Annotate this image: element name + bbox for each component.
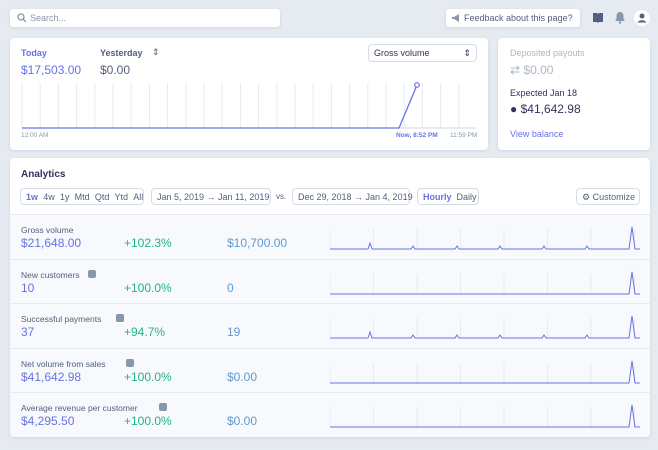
metric-previous: 19 [227,325,241,340]
metric-previous: $0.00 [227,414,258,429]
metric-row[interactable]: Gross volume $21,648.00 +102.3% $10,700.00 [10,214,650,259]
notifications-icon[interactable] [614,11,626,24]
info-icon [125,358,134,367]
range-option[interactable]: Qtd [94,192,110,202]
axis-now: Now, 8:52 PM [396,132,438,139]
customize-button[interactable]: ⚙ Customize [576,188,640,205]
metric-label: New customers [21,269,80,280]
metric-row[interactable]: New customers 10 +100.0% 0 [10,258,650,304]
yesterday-label[interactable]: Yesterday [100,48,143,58]
vs-label: vs. [276,192,287,201]
axis-end: 11:59 PM [450,132,478,139]
metric-change: +100.0% [124,280,172,295]
metric-previous: $10,700.00 [227,236,288,250]
sparkline [330,226,640,250]
range-option[interactable]: 4w [43,192,55,202]
spark-line [330,271,640,295]
metric-previous: 0 [227,280,234,295]
expected-label: Expected Jan 18 [510,88,578,98]
range-option[interactable]: All [133,192,144,202]
search-placeholder: Search... [30,13,67,23]
date-range[interactable]: Jan 5, 2019 → Jan 11, 2019 [151,188,271,205]
today-value: $17,503.00 [21,63,82,77]
select-arrows: ⇕ [463,48,471,58]
view-balance-link[interactable]: View balance [510,129,564,139]
metric-change: +94.7% [124,325,166,340]
metric-row[interactable]: Net volume from sales $41,642.98 +100.0% $0… [10,347,650,393]
metric-select-text: Gross volume [374,48,430,58]
range-option[interactable]: Mtd [74,192,90,202]
now-dot [414,82,420,88]
yesterday-toggle[interactable]: ⇕ [152,47,160,57]
account-icon[interactable] [634,10,650,26]
metric-row[interactable]: Successful payments 37 +94.7% 19 [10,303,650,349]
summary-card: Today $17,503.00 Yesterday ⇕ $0.00 Gross… [10,38,488,150]
range-option[interactable]: Ytd [114,192,129,202]
metric-value: 37 [21,325,35,340]
sparkline [330,316,640,339]
megaphone-icon [452,14,459,22]
spark-line [330,405,640,428]
granularity-option[interactable]: Daily [456,192,477,202]
info-icon [116,314,125,323]
metric-label: Net volume from sales [21,358,106,369]
metric-previous: $0.00 [227,369,258,384]
metric-change: +100.0% [124,369,172,384]
granularity-option[interactable]: Hourly [423,192,452,202]
range-option[interactable]: 1y [59,192,70,202]
deposited-label: Deposited payouts [510,48,585,58]
granularity-group: Hourly Daily [417,188,479,205]
deposited-value: ⇄ $0.00 [510,63,554,77]
expected-value: ● $41,642.98 [510,102,581,116]
sparkline [330,360,640,384]
axis-start: 12:00 AM [21,132,49,139]
sparkline [330,405,640,428]
metric-value: $41,642.98 [21,369,82,384]
feedback-text: Feedback about this page? [464,13,573,23]
metric-change: +100.0% [124,414,172,429]
range-option[interactable]: 1w [26,192,39,202]
today-label[interactable]: Today [21,48,47,58]
info-icon [87,269,96,278]
deposited-amount: $0.00 [523,63,554,77]
metric-value: 10 [21,280,35,295]
metric-label: Successful payments [21,314,102,325]
metric-value: $4,295.50 [21,414,75,429]
search-icon [17,13,27,23]
range-group: 1w 4w 1y Mtd Qtd Ytd All [20,188,144,205]
metric-value: $21,648.00 [21,236,82,250]
metric-label: Average revenue per customer [21,403,138,414]
metric-label: Gross volume [21,225,74,235]
search-box[interactable]: Search... [10,9,280,27]
sparkline [330,271,640,295]
analytics-card: Analytics 1w 4w 1y Mtd Qtd Ytd All Jan 5, 2019… [10,158,650,437]
yesterday-value: $0.00 [100,63,131,77]
expected-amount: $41,642.98 [520,102,581,116]
feedback-button[interactable]: Feedback about this page? [446,9,580,27]
today-line [22,84,418,129]
info-icon [159,403,167,412]
today-chart [21,82,476,129]
metric-change: +102.3% [124,236,172,250]
spark-line [330,316,640,339]
analytics-title: Analytics [21,169,66,180]
spark-line [330,226,640,250]
customize-text: Customize [592,192,636,202]
compare-range[interactable]: Dec 29, 2018 → Jan 4, 2019 [292,188,413,205]
spark-line [330,360,640,384]
metric-select[interactable]: Gross volume ⇕ [368,44,477,62]
docs-icon[interactable] [592,12,604,24]
payouts-card: Deposited payouts ⇄ $0.00 Expected Jan 1… [498,38,650,150]
metric-row[interactable]: Average revenue per customer $4,295.50 +10… [10,392,650,437]
